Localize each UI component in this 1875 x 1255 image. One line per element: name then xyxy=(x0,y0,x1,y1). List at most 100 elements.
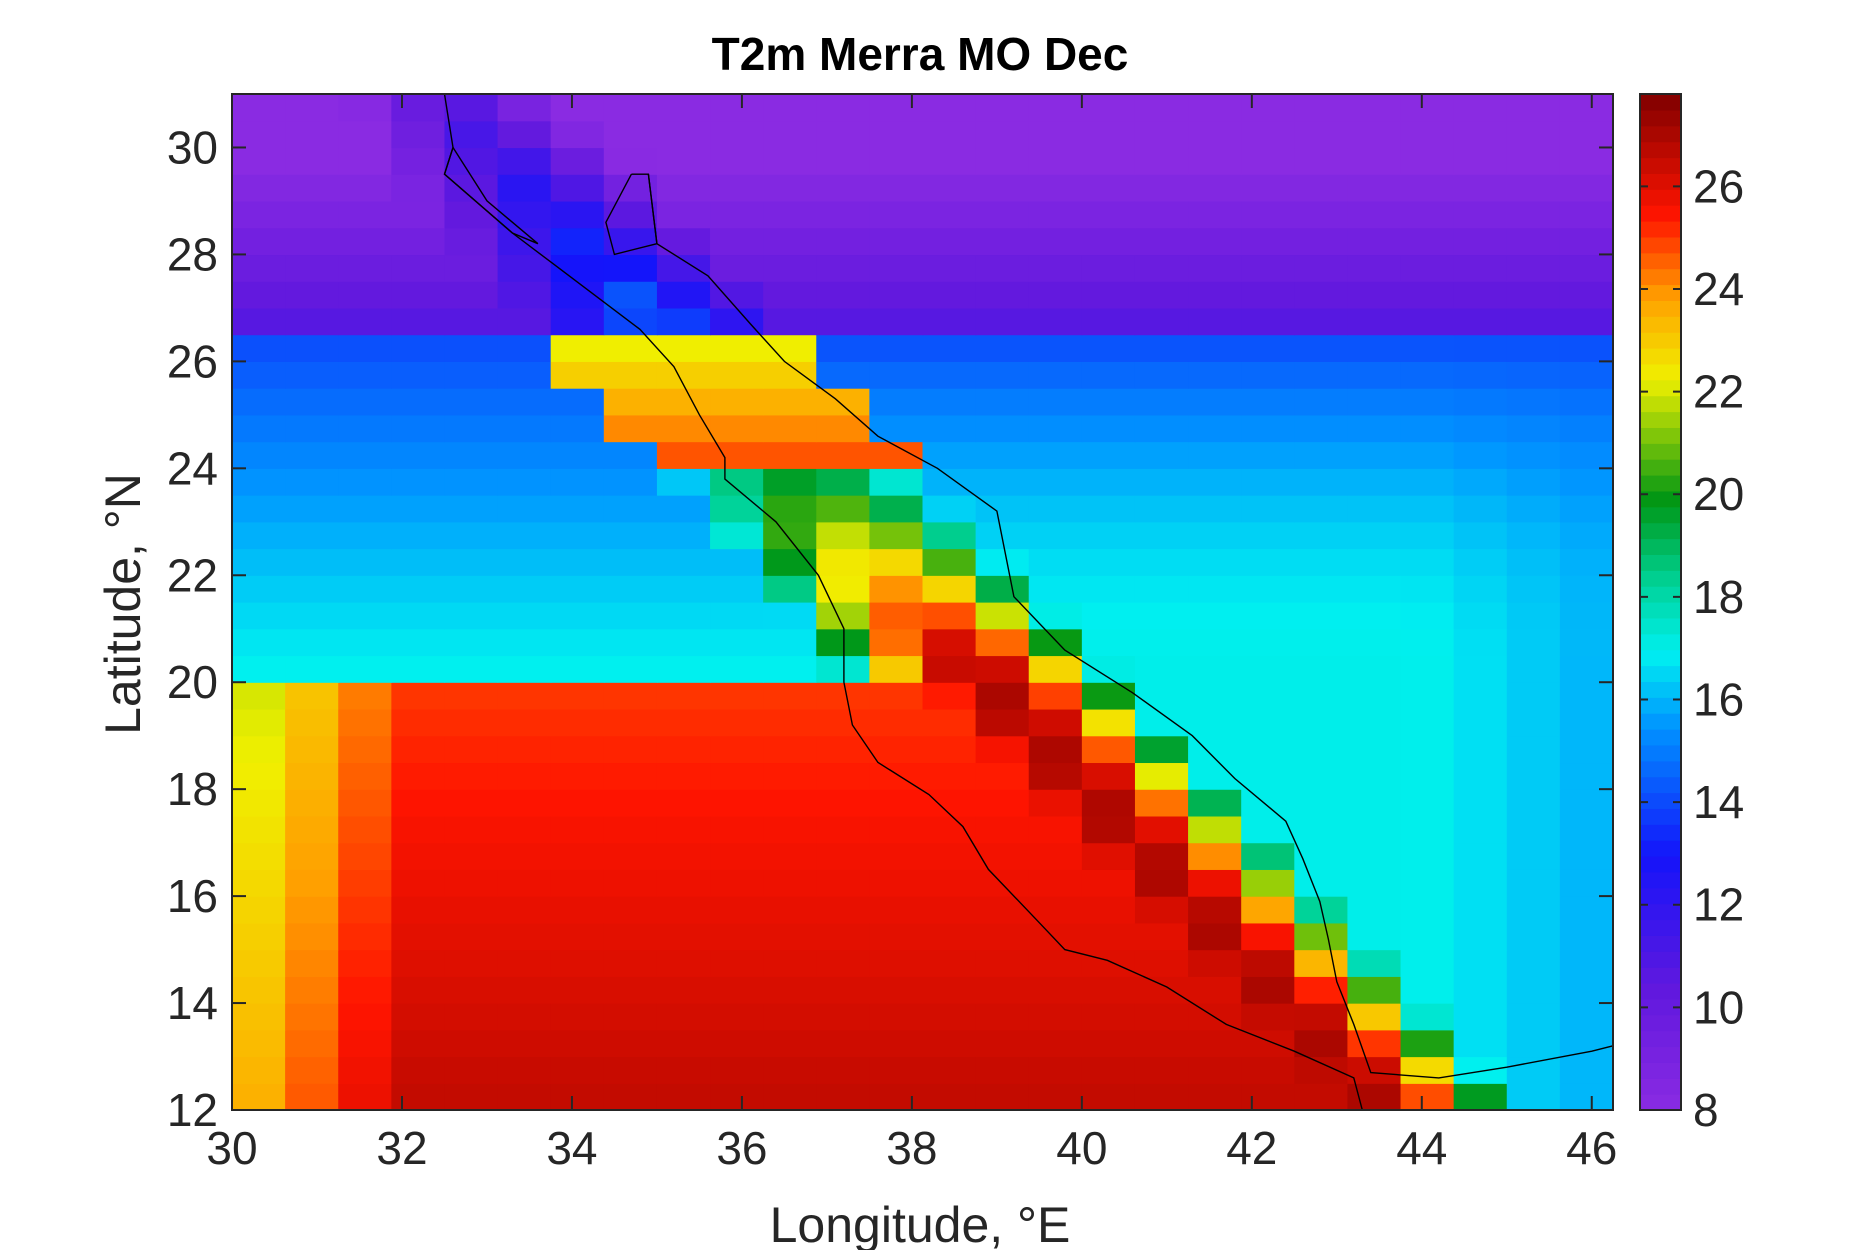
heatmap-cell xyxy=(1134,548,1189,576)
heatmap-cell xyxy=(444,120,499,149)
heatmap-cell xyxy=(1134,174,1189,202)
heatmap-cell xyxy=(710,414,764,443)
heatmap-cell xyxy=(710,869,764,897)
heatmap-cell xyxy=(1134,307,1189,336)
heatmap-cell xyxy=(1400,735,1455,764)
heatmap-cell xyxy=(232,548,286,576)
heatmap-cell xyxy=(763,521,817,550)
heatmap-cell xyxy=(497,976,552,1004)
heatmap-cell xyxy=(975,307,1030,336)
heatmap-cell xyxy=(1081,521,1136,550)
heatmap-cell xyxy=(710,468,764,496)
heatmap-cell xyxy=(1134,200,1189,229)
heatmap-cell xyxy=(1134,1029,1189,1058)
heatmap-cell xyxy=(285,602,339,630)
heatmap-cell xyxy=(1347,414,1402,443)
heatmap-cell xyxy=(550,1029,605,1058)
heatmap-cell xyxy=(1506,708,1561,737)
heatmap-cell xyxy=(656,388,711,416)
heatmap-cell xyxy=(1241,334,1295,362)
heatmap-cell xyxy=(391,281,446,309)
colorbar-frame xyxy=(1639,93,1682,1111)
heatmap-cell xyxy=(1188,1083,1242,1111)
heatmap-cell xyxy=(1453,1003,1508,1031)
heatmap-cell xyxy=(922,388,977,416)
heatmap-cell xyxy=(1134,521,1189,550)
heatmap-cell xyxy=(869,976,924,1004)
heatmap-cell xyxy=(816,1083,870,1111)
heatmap-cell xyxy=(763,227,817,256)
heatmap-cell xyxy=(1028,521,1083,550)
heatmap-cell xyxy=(1347,307,1402,336)
heatmap-cell xyxy=(1347,227,1402,256)
heatmap-cell xyxy=(1028,628,1083,657)
heatmap-cell xyxy=(285,682,339,710)
colorbar-segment xyxy=(1640,840,1681,857)
heatmap-cell xyxy=(1134,147,1189,175)
heatmap-cell xyxy=(1400,227,1455,256)
heatmap-cell xyxy=(1453,548,1508,576)
heatmap-cell xyxy=(1241,869,1295,897)
y-tick-label: 20 xyxy=(167,656,218,708)
y-tick-label: 14 xyxy=(167,977,218,1029)
heatmap-cell xyxy=(603,361,658,389)
heatmap-cell xyxy=(1081,949,1136,977)
heatmap-cell xyxy=(497,922,552,951)
heatmap-cell xyxy=(338,789,392,817)
heatmap-cell xyxy=(285,628,339,657)
heatmap-cell xyxy=(1400,441,1455,469)
heatmap-cell xyxy=(1028,174,1083,202)
heatmap-cell xyxy=(1134,762,1189,790)
x-tick-label: 40 xyxy=(1056,1122,1107,1174)
heatmap-cell xyxy=(922,227,977,256)
heatmap-cell xyxy=(1347,120,1402,149)
heatmap-cell xyxy=(1506,922,1561,951)
colorbar-segment xyxy=(1640,935,1681,952)
heatmap-cell xyxy=(1028,708,1083,737)
heatmap-cell xyxy=(1347,147,1402,175)
heatmap-cell xyxy=(816,842,870,870)
heatmap-cell xyxy=(710,388,764,416)
heatmap-cell xyxy=(710,254,764,282)
heatmap-cell xyxy=(1294,468,1349,496)
heatmap-cell xyxy=(922,976,977,1004)
heatmap-cell xyxy=(975,976,1030,1004)
heatmap-cell xyxy=(1241,976,1295,1004)
heatmap-cell xyxy=(763,949,817,977)
heatmap-cell xyxy=(763,1056,817,1084)
heatmap-cell xyxy=(1188,521,1242,550)
heatmap-cell xyxy=(1453,708,1508,737)
heatmap-cell xyxy=(232,789,286,817)
heatmap-cell xyxy=(338,575,392,603)
heatmap-cell xyxy=(1453,976,1508,1004)
colorbar-segment xyxy=(1640,760,1681,778)
heatmap-cell xyxy=(1559,120,1614,149)
colorbar-segment xyxy=(1640,411,1681,428)
heatmap-cell xyxy=(763,388,817,416)
heatmap-cell xyxy=(1506,1083,1561,1111)
heatmap-cell xyxy=(1241,495,1295,523)
heatmap-cell xyxy=(1028,602,1083,630)
heatmap-cell xyxy=(232,361,286,389)
plot-frame xyxy=(231,93,1614,1111)
heatmap-cell xyxy=(1188,414,1242,443)
heatmap-cell xyxy=(1081,735,1136,764)
heatmap-cell xyxy=(922,1029,977,1058)
heatmap-cell xyxy=(1134,94,1189,122)
heatmap-cell xyxy=(1400,602,1455,630)
heatmap-cell xyxy=(1294,602,1349,630)
heatmap-cell xyxy=(1081,815,1136,844)
heatmap-cell xyxy=(550,174,605,202)
heatmap-cell xyxy=(1241,815,1295,844)
heatmap-cell xyxy=(869,361,924,389)
heatmap-cell xyxy=(391,521,446,550)
heatmap-cell xyxy=(710,655,764,683)
heatmap-cell xyxy=(1559,869,1614,897)
heatmap-cell xyxy=(816,1029,870,1058)
heatmap-cell xyxy=(338,94,392,122)
heatmap-cell xyxy=(1559,575,1614,603)
heatmap-cell xyxy=(1400,842,1455,870)
heatmap-cell xyxy=(816,682,870,710)
heatmap-cell xyxy=(1400,1083,1455,1111)
heatmap-cell xyxy=(1028,334,1083,362)
